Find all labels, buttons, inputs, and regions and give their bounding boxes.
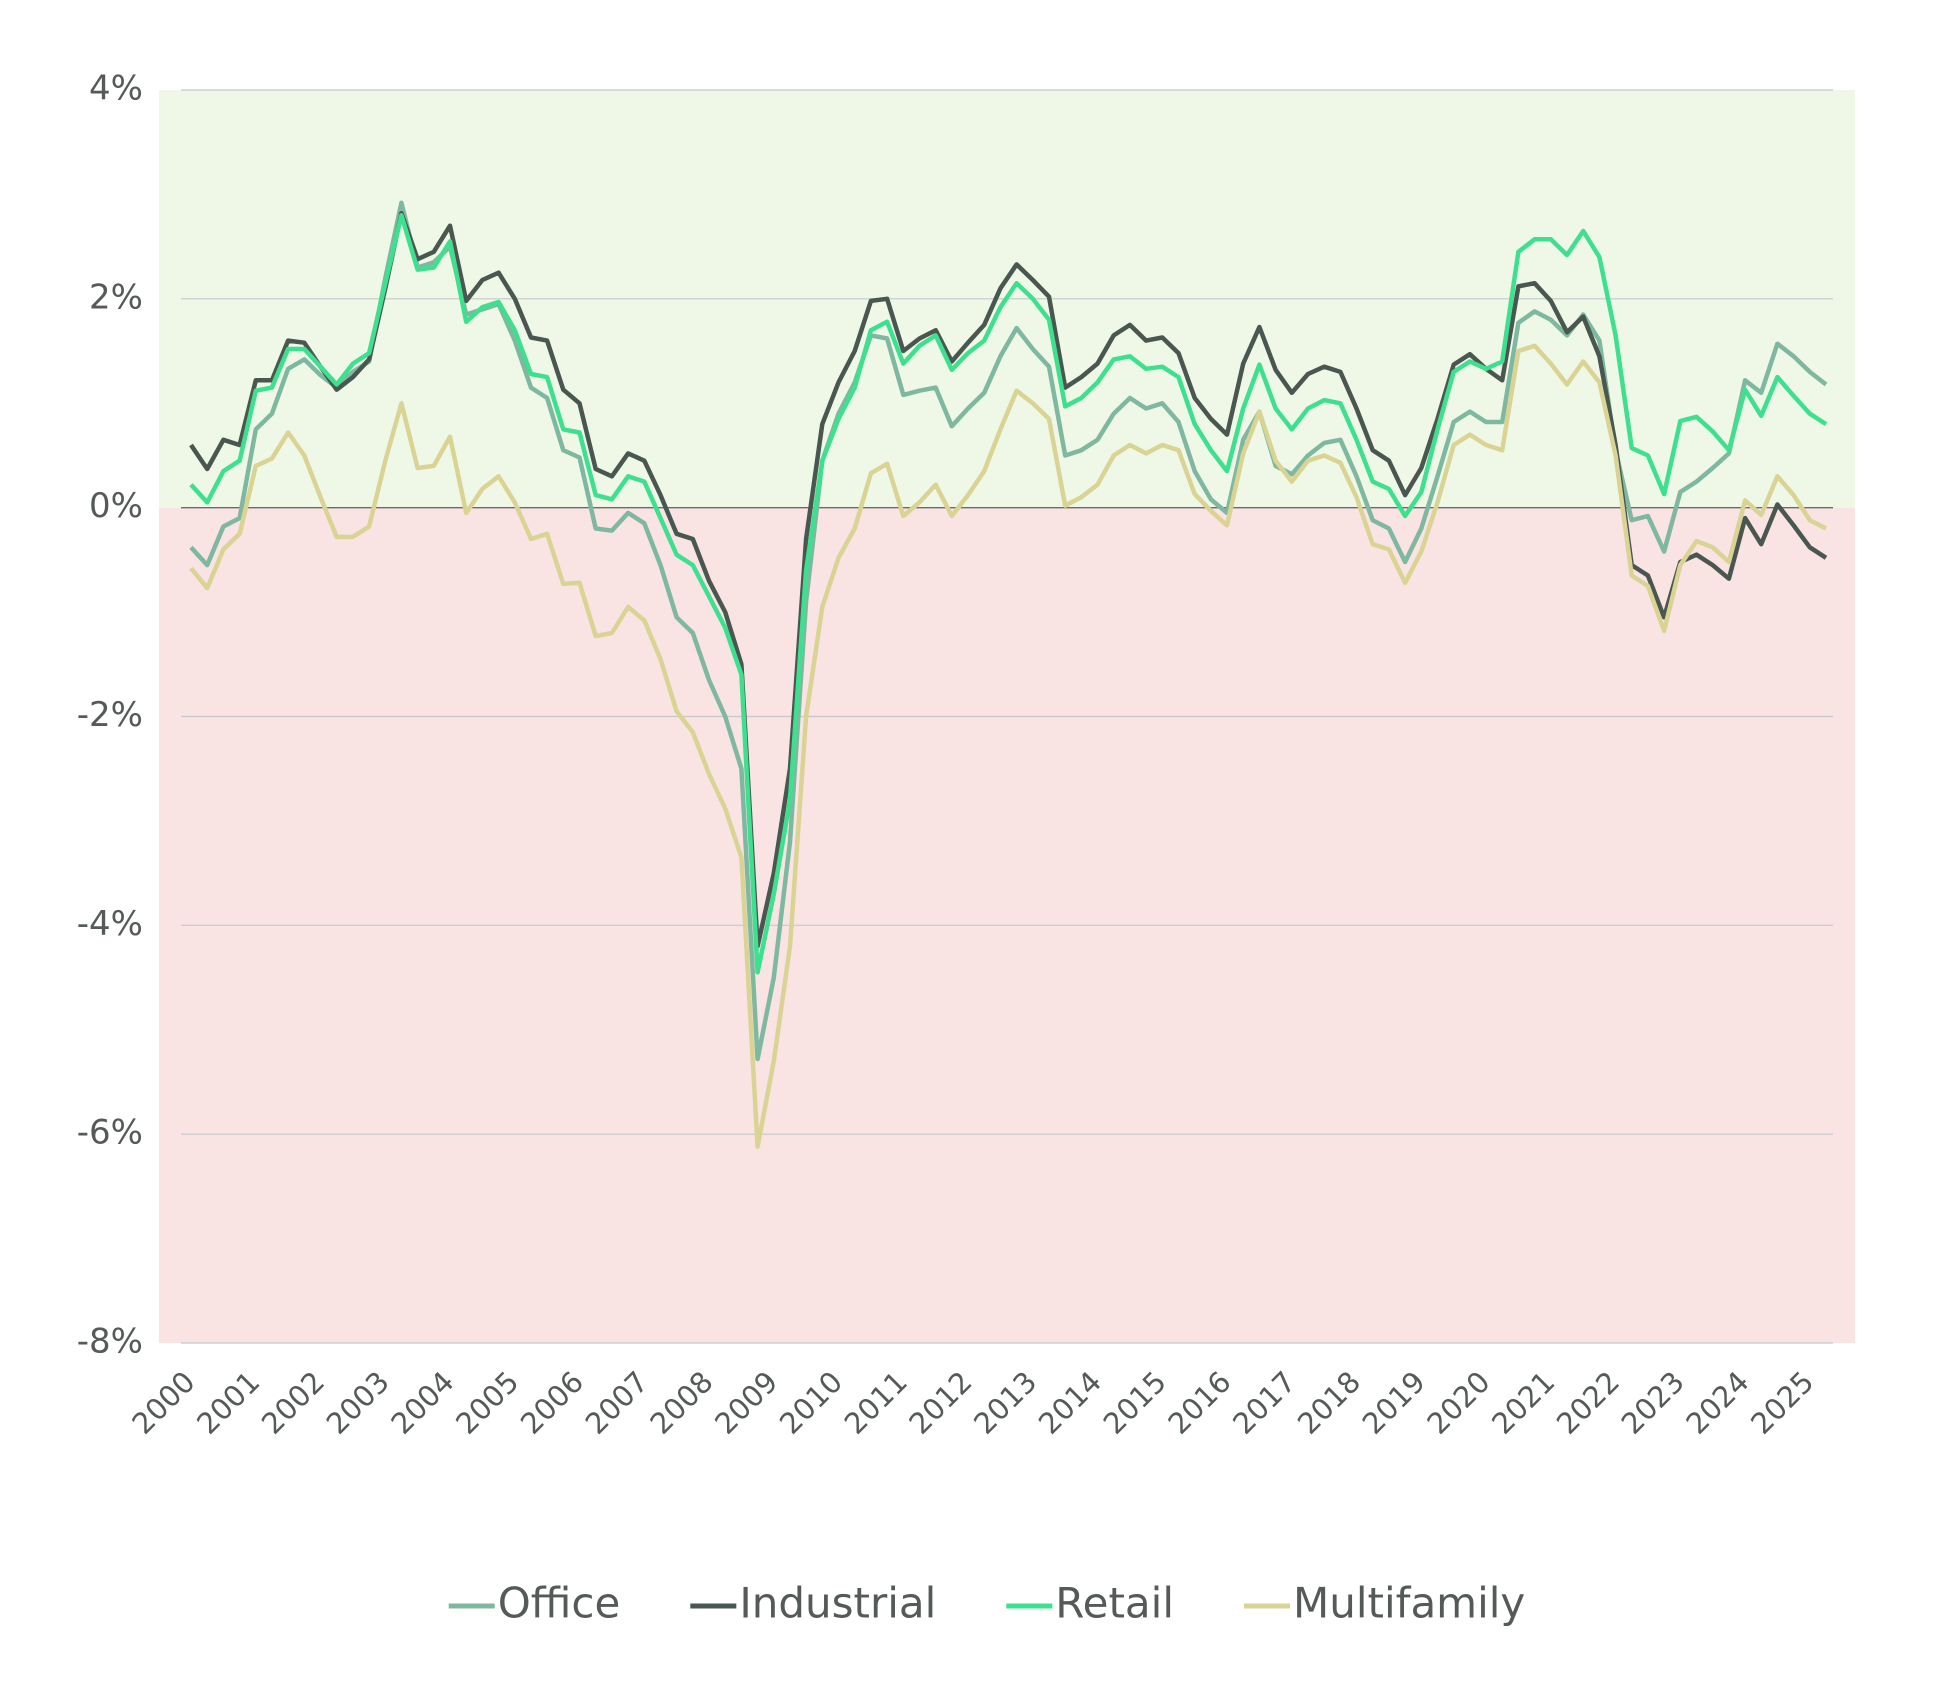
x-tick-label: 2007 (579, 1365, 655, 1441)
x-tick-label: 2001 (190, 1365, 266, 1441)
x-tick-label: 2024 (1679, 1365, 1755, 1441)
x-tick-label: 2000 (125, 1365, 201, 1441)
x-tick-label: 2013 (967, 1365, 1043, 1441)
y-tick-label: -2% (77, 695, 143, 735)
x-tick-label: 2021 (1485, 1365, 1561, 1441)
x-tick-label: 2022 (1550, 1365, 1626, 1441)
x-tick-label: 2015 (1097, 1365, 1173, 1441)
y-tick-label: 2% (89, 277, 143, 317)
x-tick-label: 2023 (1615, 1365, 1691, 1441)
x-tick-label: 2017 (1226, 1365, 1302, 1441)
y-tick-label: -4% (77, 904, 143, 944)
y-tick-label: -6% (77, 1113, 143, 1153)
x-tick-label: 2004 (384, 1365, 460, 1441)
x-tick-label: 2002 (255, 1365, 331, 1441)
x-tick-label: 2014 (1032, 1365, 1108, 1441)
x-tick-label: 2005 (449, 1365, 525, 1441)
x-tick-label: 2011 (838, 1365, 914, 1441)
x-tick-label: 2008 (643, 1365, 719, 1441)
legend-label: Retail (1055, 1579, 1174, 1628)
series-line (189, 343, 1828, 1149)
x-tick-label: 2009 (708, 1365, 784, 1441)
x-tick-label: 2019 (1356, 1365, 1432, 1441)
x-tick-label: 2025 (1744, 1365, 1820, 1441)
y-tick-label: 4% (89, 69, 143, 109)
legend: Office Industrial Retail Multifamily (448, 1579, 1525, 1628)
legend-label: Multifamily (1293, 1579, 1525, 1628)
x-tick-label: 2018 (1291, 1365, 1367, 1441)
x-tick-label: 2012 (902, 1365, 978, 1441)
x-tick-label: 2020 (1420, 1365, 1496, 1441)
series-line (189, 210, 1828, 949)
legend-label: Industrial (739, 1579, 936, 1628)
series-line (189, 213, 1828, 975)
x-tick-label: 2006 (514, 1365, 590, 1441)
y-tick-label: 0% (89, 486, 143, 526)
x-tick-label: 2016 (1161, 1365, 1237, 1441)
y-tick-label: -8% (77, 1322, 143, 1362)
legend-label: Office (498, 1579, 621, 1628)
x-tick-label: 2003 (320, 1365, 396, 1441)
x-tick-label: 2010 (773, 1365, 849, 1441)
